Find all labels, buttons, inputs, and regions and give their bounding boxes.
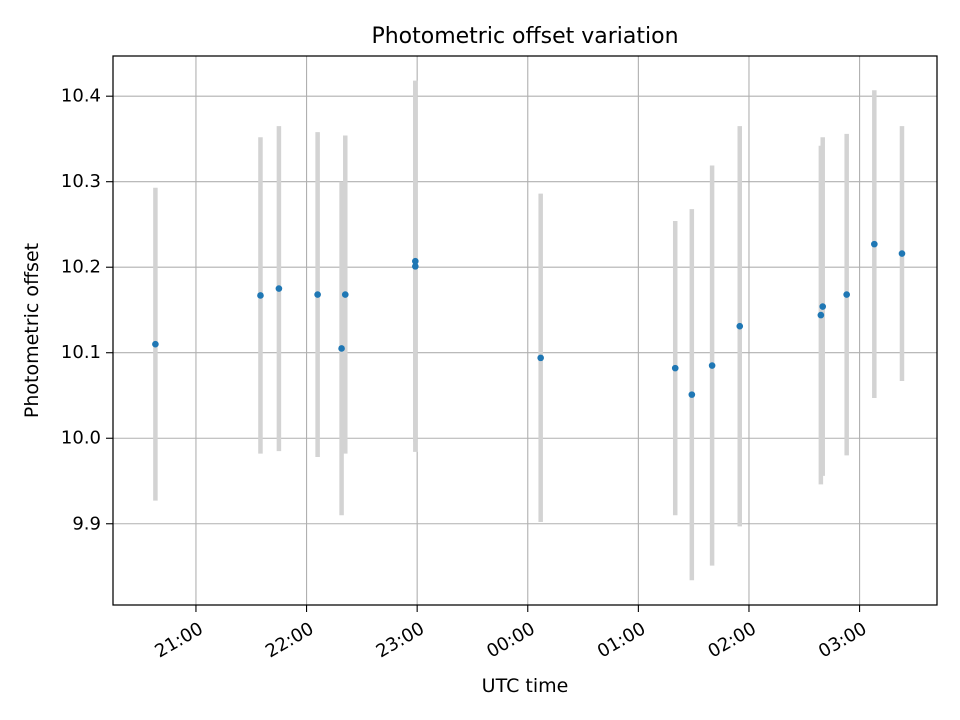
y-tick-label: 10.0 [61, 428, 101, 449]
x-tick-label: 22:00 [262, 618, 317, 662]
x-axis-label: UTC time [482, 675, 569, 697]
data-point [819, 303, 827, 310]
data-point [152, 340, 159, 348]
data-point [412, 257, 419, 265]
data-point [898, 250, 906, 257]
y-tick-layer: 9.9 10.0 10.1 10.2 10.3 10.4 [61, 86, 113, 534]
y-tick-label: 10.4 [61, 86, 101, 107]
data-point [275, 285, 283, 292]
data-point [688, 391, 696, 398]
x-tick-label: 02:00 [704, 618, 759, 662]
plot-area-frame [112, 55, 938, 606]
data-point [338, 345, 345, 352]
data-point [871, 240, 878, 248]
data-point [708, 362, 716, 369]
x-tick-label: 23:00 [373, 618, 428, 662]
y-tick-label: 9.9 [72, 513, 101, 534]
chart-title: Photometric offset variation [371, 24, 678, 49]
data-point [843, 291, 850, 298]
y-tick-label: 10.1 [61, 342, 101, 363]
data-point [671, 364, 679, 372]
data-point [817, 311, 825, 319]
data-point [314, 291, 321, 298]
data-point [412, 263, 419, 270]
data-point [257, 292, 264, 299]
x-tick-label: 21:00 [151, 618, 206, 662]
grid-layer [113, 56, 937, 605]
error-bar-layer [153, 80, 905, 581]
y-tick-label: 10.3 [61, 171, 101, 192]
x-tick-label: 03:00 [815, 618, 870, 662]
data-point [537, 354, 544, 362]
x-tick-label: 01:00 [594, 618, 649, 662]
data-point-layer [152, 240, 906, 398]
data-point [736, 322, 744, 330]
x-tick-layer: 21:00 22:00 23:00 00:00 01:00 02:00 03:00 [151, 605, 870, 662]
x-tick-label: 00:00 [483, 618, 538, 662]
y-axis-label: Photometric offset [21, 243, 43, 418]
data-point [341, 291, 349, 298]
y-tick-label: 10.2 [61, 257, 101, 278]
